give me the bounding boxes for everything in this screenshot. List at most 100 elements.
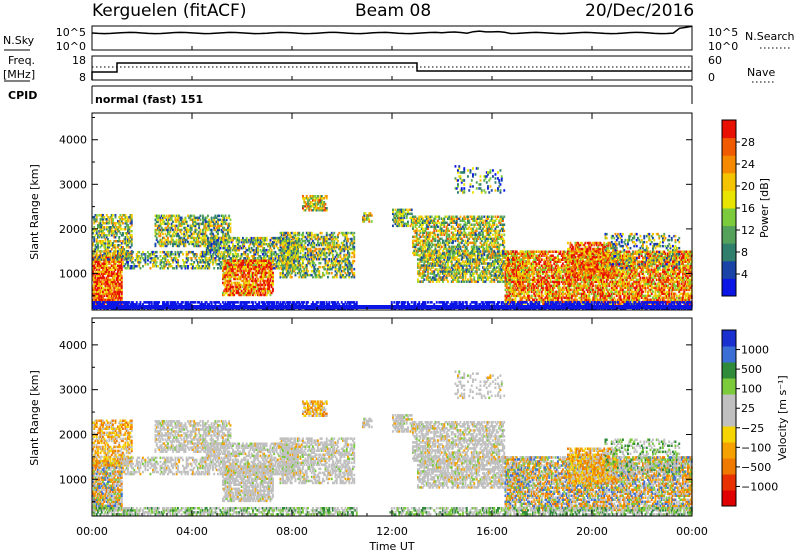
power-cell bbox=[211, 229, 213, 232]
power-cell bbox=[230, 219, 232, 222]
station-title: Kerguelen (fitACF) bbox=[92, 1, 246, 21]
power-cell bbox=[145, 253, 147, 256]
power-cell bbox=[220, 237, 222, 240]
power-cell bbox=[177, 259, 179, 262]
power-cell bbox=[172, 253, 174, 256]
power-cell bbox=[181, 217, 183, 220]
power-cell bbox=[211, 217, 213, 220]
power-cell bbox=[150, 267, 152, 270]
power-cell bbox=[196, 229, 198, 232]
power-cell bbox=[96, 214, 98, 217]
power-cell bbox=[132, 251, 134, 254]
noise-search-label: N.Search bbox=[745, 30, 795, 43]
power-cell bbox=[147, 263, 149, 266]
power-cell bbox=[182, 253, 184, 256]
power-cell bbox=[167, 237, 169, 240]
power-cell bbox=[130, 251, 132, 254]
power-cell bbox=[115, 214, 117, 217]
beam-title: Beam 08 bbox=[355, 1, 431, 21]
power-cell bbox=[187, 257, 189, 260]
power-cell bbox=[115, 244, 117, 247]
date-title: 20/Dec/2016 bbox=[585, 1, 694, 21]
freq-left-tick-bottom: 8 bbox=[79, 71, 86, 84]
power-cell bbox=[196, 253, 198, 256]
power-cell bbox=[106, 234, 108, 237]
power-cell bbox=[185, 217, 187, 220]
power-cell bbox=[226, 217, 228, 220]
power-cell bbox=[121, 275, 123, 278]
noise-left-tick-top: 10^5 bbox=[56, 26, 86, 39]
power-cell bbox=[237, 253, 239, 256]
cpid-label: CPID bbox=[8, 89, 37, 102]
power-cell bbox=[200, 229, 202, 232]
freq-right-tick-top: 60 bbox=[708, 54, 722, 67]
power-cell bbox=[122, 261, 124, 264]
power-cell bbox=[103, 226, 105, 229]
power-cell bbox=[131, 214, 133, 217]
power-cell bbox=[142, 265, 144, 268]
noise-left-tick-bottom: 10^0 bbox=[56, 40, 86, 53]
freq-label-line1: Freq. bbox=[8, 54, 35, 67]
power-cell bbox=[155, 243, 157, 246]
power-cell bbox=[228, 215, 230, 218]
power-cell bbox=[216, 259, 218, 262]
power-cell bbox=[238, 237, 240, 240]
power-cell bbox=[181, 229, 183, 232]
power-cell bbox=[175, 251, 177, 254]
power-cell bbox=[162, 233, 164, 236]
power-cell bbox=[191, 257, 193, 260]
power-cell bbox=[207, 215, 209, 218]
power-cell bbox=[160, 255, 162, 258]
power-cell bbox=[247, 253, 249, 256]
power-cell bbox=[112, 214, 114, 217]
freq-left-tick-top: 18 bbox=[72, 54, 86, 67]
plot-canvas: Kerguelen (fitACF) Beam 08 20/Dec/2016 N… bbox=[0, 0, 800, 554]
power-cell bbox=[271, 249, 273, 252]
power-cell bbox=[200, 215, 202, 218]
power-cell bbox=[127, 261, 129, 264]
power-cell bbox=[157, 257, 159, 260]
power-cell bbox=[230, 227, 232, 230]
power-cell bbox=[217, 267, 219, 270]
power-cell bbox=[105, 258, 107, 261]
power-cell bbox=[173, 267, 175, 270]
power-cell bbox=[156, 261, 158, 264]
power-cell bbox=[202, 215, 204, 218]
power-cell bbox=[131, 230, 133, 233]
power-cell bbox=[156, 251, 158, 254]
power-cell bbox=[230, 223, 232, 226]
cpid-mode-text: normal (fast) 151 bbox=[95, 93, 203, 106]
power-cell bbox=[121, 228, 123, 231]
nave-label: Nave bbox=[747, 66, 775, 79]
power-cell bbox=[266, 237, 268, 240]
power-cell bbox=[101, 250, 103, 253]
power-cell bbox=[140, 267, 142, 270]
power-cell bbox=[112, 218, 114, 221]
power-cell bbox=[118, 256, 120, 259]
power-cell bbox=[122, 232, 124, 235]
power-cell bbox=[186, 221, 188, 224]
freq-right-tick-bottom: 0 bbox=[708, 71, 715, 84]
power-cell bbox=[187, 225, 189, 228]
radar-summary-plot: Kerguelen (fitACF) Beam 08 20/Dec/2016 N… bbox=[0, 0, 800, 554]
power-cell bbox=[226, 237, 228, 240]
power-cell bbox=[168, 223, 170, 226]
noise-sky-label: N.Sky bbox=[3, 34, 35, 47]
power-cell bbox=[176, 239, 178, 242]
power-cell bbox=[207, 237, 209, 240]
power-cell bbox=[118, 236, 120, 239]
power-cell bbox=[200, 219, 202, 222]
power-cell bbox=[211, 243, 213, 246]
noise-sky-series bbox=[92, 26, 692, 33]
power-cell bbox=[156, 237, 158, 240]
power-cell bbox=[213, 267, 215, 270]
power-cell bbox=[167, 251, 169, 254]
noise-right-tick-top: 10^5 bbox=[708, 26, 738, 39]
power-cell bbox=[193, 261, 195, 264]
noise-right-tick-bottom: 10^0 bbox=[708, 40, 738, 53]
power-cell bbox=[172, 221, 174, 224]
power-cell bbox=[160, 251, 162, 254]
freq-label-line2: [MHz] bbox=[3, 68, 35, 81]
power-cell bbox=[122, 222, 124, 225]
power-cell bbox=[132, 257, 134, 260]
